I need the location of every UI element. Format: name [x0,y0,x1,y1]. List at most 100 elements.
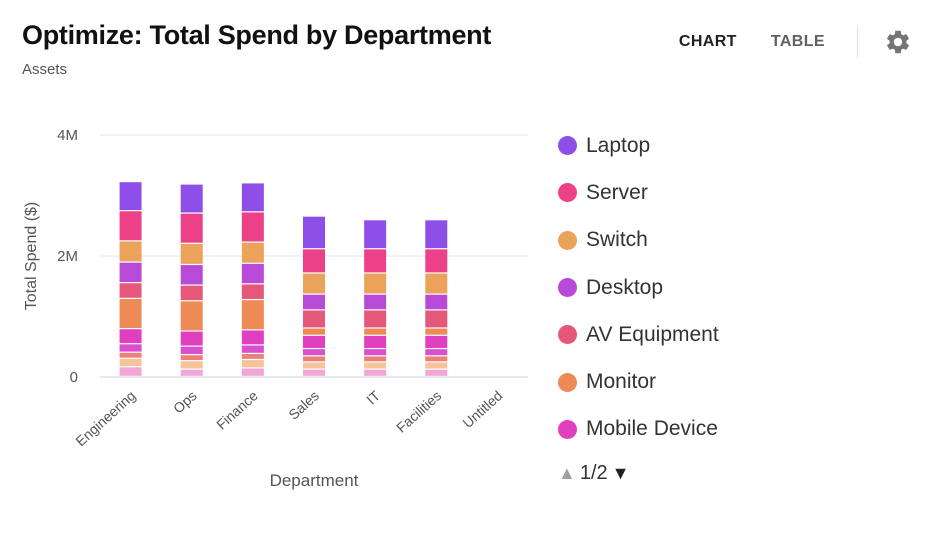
bar-segment[interactable] [119,298,142,329]
bar-segment[interactable] [119,241,142,262]
bar-segment[interactable] [364,349,387,356]
bar-segment[interactable] [180,265,203,285]
bar-segment[interactable] [364,335,387,348]
bar-segment[interactable] [119,283,142,298]
y-tick-label: 0 [70,369,78,386]
legend-item[interactable]: Monitor [558,358,719,405]
bar-segment[interactable] [364,220,387,249]
legend-label: AV Equipment [586,322,719,346]
bar-segment[interactable] [364,294,387,310]
bar-segment[interactable] [241,263,264,284]
bar-segment[interactable] [180,355,203,361]
bar-segment[interactable] [180,184,203,213]
legend-swatch [558,372,577,392]
bar-segment[interactable] [241,345,264,353]
bar-segment[interactable] [241,360,264,368]
bar-segment[interactable] [303,249,325,273]
bar-segment[interactable] [119,329,142,344]
y-tick-label: 2M [57,248,78,265]
bar-segment[interactable] [180,369,203,376]
bar-segment[interactable] [364,356,387,362]
bar-segment[interactable] [119,344,142,352]
bar-segment[interactable] [303,216,325,249]
bar-segment[interactable] [425,249,448,273]
bar-segment[interactable] [180,301,203,331]
tab-table[interactable]: TABLE [770,33,825,50]
bar-segment[interactable] [425,220,448,249]
bar-segment[interactable] [119,367,142,376]
bar-segment[interactable] [119,358,142,367]
bar-segment[interactable] [241,354,264,359]
bar-segment[interactable] [241,183,264,212]
bar-segment[interactable] [303,356,325,362]
bar-segment[interactable] [180,331,203,346]
toolbar-divider [857,26,858,58]
bar-segment[interactable] [364,249,387,273]
y-axis-label: Total Spend ($) [23,202,40,311]
legend-item[interactable]: Switch [558,217,719,264]
bar-segment[interactable] [425,310,448,328]
bar-segment[interactable] [364,328,387,335]
bar-segment[interactable] [364,362,387,369]
bar-segment[interactable] [303,349,325,356]
bar-segment[interactable] [303,310,325,328]
bar-segment[interactable] [364,310,387,328]
bar-segment[interactable] [303,294,325,310]
bar-segment[interactable] [303,362,325,369]
bar-segment[interactable] [241,284,264,299]
bar-segment[interactable] [303,273,325,294]
bar-segment[interactable] [241,242,264,263]
legend-label: Mobile Device [586,417,718,441]
bar-segment[interactable] [119,211,142,241]
legend-next-icon[interactable]: ▼ [611,462,630,483]
bar-segment[interactable] [119,352,142,358]
x-tick-label: Sales [285,387,322,422]
tab-chart[interactable]: CHART [678,33,737,50]
bar-segment[interactable] [425,273,448,294]
bar-segment[interactable] [180,346,203,355]
bar-segment[interactable] [241,212,264,242]
bar-segment[interactable] [303,335,325,348]
legend-item[interactable]: Mobile Device [558,406,719,453]
bar-segment[interactable] [425,349,448,356]
legend-swatch [558,325,577,345]
bar-segment[interactable] [180,361,203,369]
bar-segment[interactable] [180,285,203,301]
x-tick-label: Finance [213,387,261,432]
x-tick-label: Untitled [459,387,505,431]
legend-prev-icon[interactable]: ▲ [558,462,576,483]
bar-segment[interactable] [180,243,203,264]
bar-segment[interactable] [425,335,448,348]
legend-label: Server [586,180,648,204]
bar-segment[interactable] [241,368,264,376]
legend-swatch [558,230,577,250]
bar-segment[interactable] [425,362,448,369]
bar-segment[interactable] [364,273,387,294]
bar-segment[interactable] [119,182,142,211]
legend-label: Monitor [586,370,657,394]
bar-segment[interactable] [241,300,264,330]
gear-icon[interactable] [884,28,912,56]
legend-item[interactable]: Server [558,169,719,216]
bar-segment[interactable] [425,294,448,310]
chart-legend: Laptop Server Switch Desktop AV Equipment Mon… [558,122,719,493]
view-toolbar: CHART TABLE [649,26,912,58]
bar-segment[interactable] [425,369,448,376]
bar-segment[interactable] [241,330,264,345]
bar-segment[interactable] [364,369,387,376]
legend-label: Laptop [586,133,651,157]
legend-item[interactable]: AV Equipment [558,311,719,358]
legend-item[interactable]: Laptop [558,122,719,169]
legend-page-indicator: 1/2 [579,461,608,484]
legend-item[interactable]: Desktop [558,264,719,311]
bar-segment[interactable] [119,262,142,283]
x-tick-label: Facilities [393,387,444,435]
chart-title: Optimize: Total Spend by Department [22,20,492,50]
bar-segment[interactable] [303,328,325,335]
bar-segment[interactable] [180,213,203,243]
legend-swatch [558,278,577,298]
x-axis-label: Department [270,471,359,490]
bar-segment[interactable] [303,369,325,376]
bar-segment[interactable] [425,356,448,362]
bar-segment[interactable] [425,328,448,335]
